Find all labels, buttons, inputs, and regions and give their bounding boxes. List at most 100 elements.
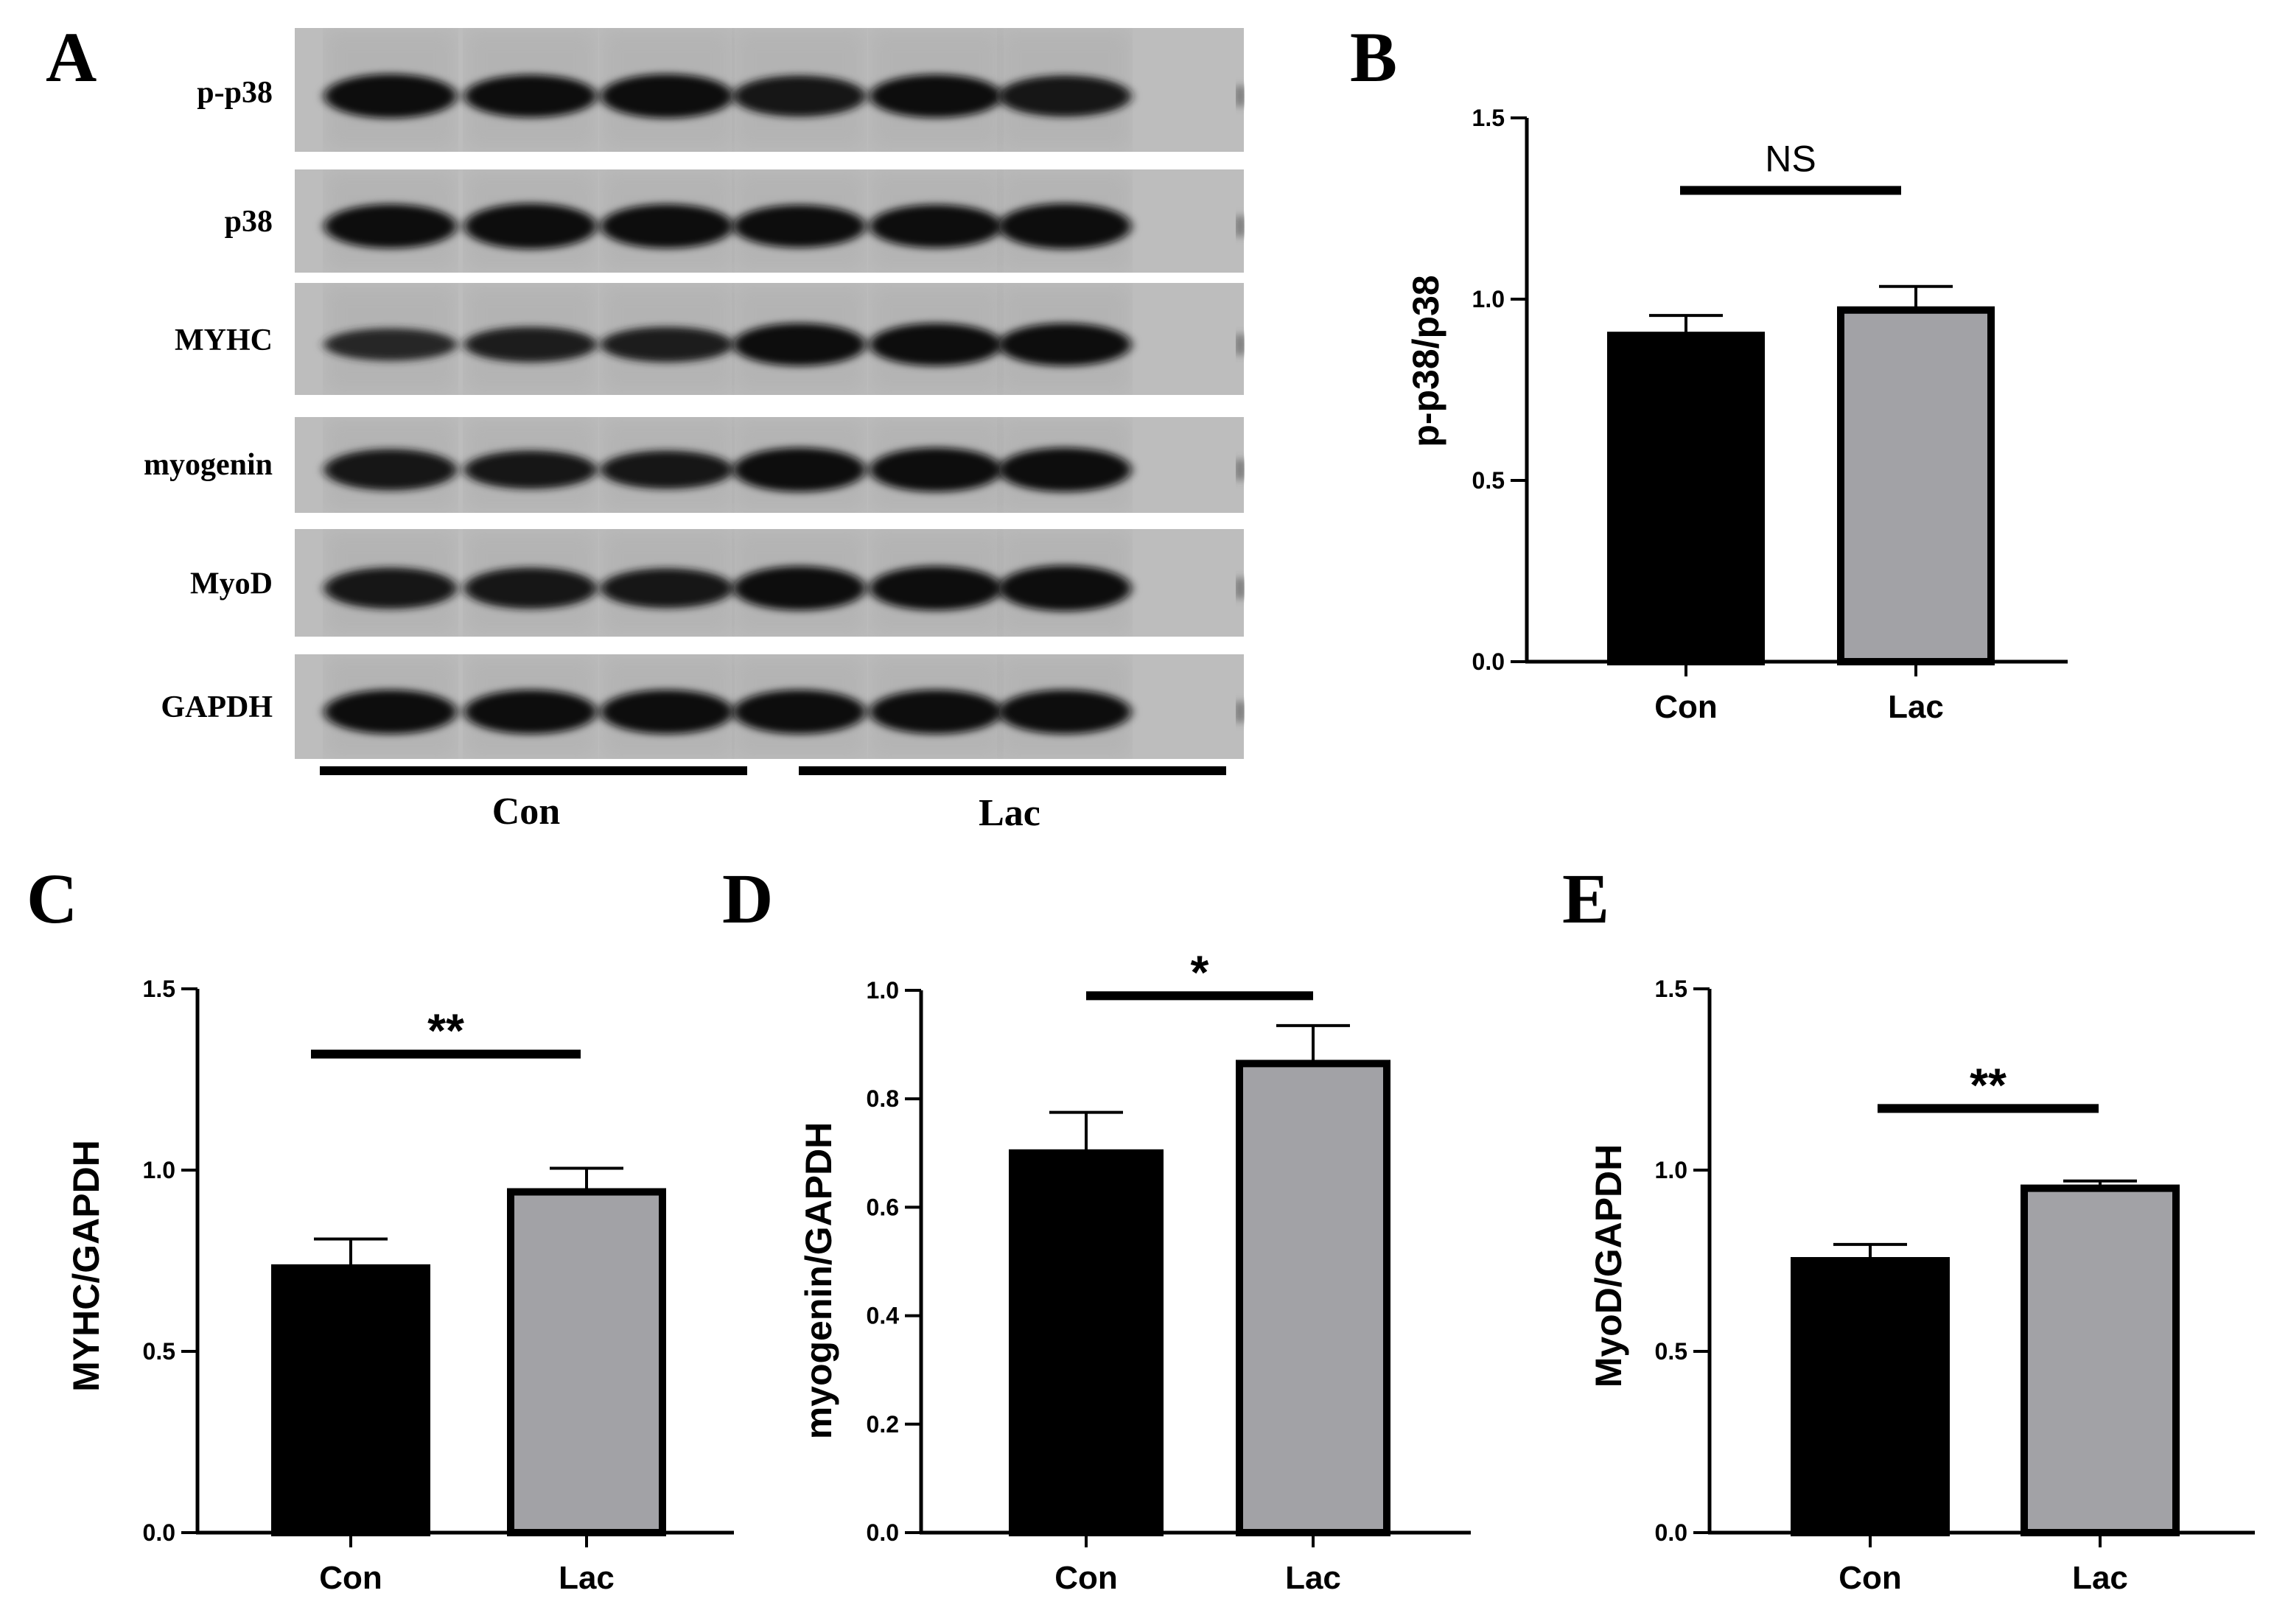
y-tick-label: 0.5	[143, 1338, 175, 1365]
blot-band	[601, 690, 733, 735]
blot-band	[733, 690, 866, 735]
y-tick-label: 0.0	[1655, 1519, 1687, 1546]
blot-row: MYHC	[175, 283, 1244, 395]
y-tick-label: 1.5	[1655, 976, 1687, 1002]
blot-band	[733, 447, 866, 492]
blot-band	[464, 567, 597, 609]
blot-row-label: GAPDH	[161, 690, 273, 724]
blot-row: p38	[225, 169, 1244, 273]
blot-band	[998, 690, 1131, 735]
blot-band	[998, 565, 1131, 612]
y-tick-label: 1.0	[1472, 286, 1505, 312]
bar-con	[271, 1264, 430, 1536]
blot-edge	[1236, 578, 1244, 599]
x-tick-label: Con	[1054, 1560, 1118, 1596]
bar-con	[1607, 332, 1765, 665]
y-tick-label: 0.2	[867, 1411, 899, 1438]
bar-chart-panel-d: 0.0 0.2 0.4 0.6 0.8 1.0 Con Lac * myogenin/GAPDH	[798, 945, 1471, 1596]
blot-band	[324, 690, 457, 735]
blot-band	[733, 205, 866, 248]
x-tick-label: Con	[1654, 689, 1718, 725]
western-blot: p-p38 p38 MYHC myogenin MyoD GAPDH Con Lac	[144, 28, 1244, 834]
blot-band	[464, 690, 597, 735]
x-tick-label: Lac	[559, 1560, 615, 1596]
group-bar-con	[320, 766, 747, 775]
y-tick-label: 1.5	[143, 976, 175, 1002]
y-axis-label: MyoD/GAPDH	[1588, 1144, 1629, 1388]
blot-band	[464, 74, 597, 118]
blot-band	[601, 450, 733, 489]
blot-row-label: myogenin	[144, 448, 273, 482]
blot-edge	[1236, 459, 1244, 480]
panel-letter-d: D	[722, 859, 773, 938]
bar-con	[1009, 1149, 1164, 1537]
x-tick-label: Con	[319, 1560, 382, 1596]
blot-edge	[1236, 334, 1244, 355]
panel-letter-c: C	[27, 859, 77, 938]
x-tick-label: Con	[1839, 1560, 1902, 1596]
blot-row: p-p38	[197, 28, 1244, 152]
blot-band	[601, 204, 733, 248]
blot-row: myogenin	[144, 417, 1244, 513]
y-tick-label: 1.0	[1655, 1157, 1687, 1183]
blot-row-label: p-p38	[197, 76, 273, 110]
blot-edge	[1236, 701, 1244, 723]
y-tick-label: 1.5	[1472, 105, 1505, 131]
group-label-con: Con	[492, 791, 561, 833]
y-tick-label: 0.0	[867, 1519, 899, 1546]
blot-band	[324, 567, 457, 609]
y-tick-label: 0.0	[1472, 648, 1505, 675]
blot-band	[601, 74, 733, 119]
y-axis-label: MYHC/GAPDH	[66, 1140, 107, 1392]
blot-band	[870, 74, 1002, 118]
group-bar-lac	[799, 766, 1226, 775]
y-tick-label: 0.5	[1472, 467, 1505, 494]
bar-lac	[507, 1188, 666, 1537]
y-axis-label: p-p38/p38	[1405, 275, 1446, 447]
x-tick-label: Lac	[1888, 689, 1944, 725]
bar-con	[1791, 1257, 1950, 1536]
blot-band	[324, 449, 457, 491]
bar-lac	[1236, 1060, 1390, 1536]
y-axis-label: myogenin/GAPDH	[798, 1122, 839, 1440]
blot-row: GAPDH	[161, 654, 1244, 759]
blot-band	[870, 690, 1002, 735]
blot-band	[998, 75, 1131, 117]
blot-row-label: MYHC	[175, 323, 273, 357]
bar-lac	[1837, 306, 1995, 665]
blot-band	[464, 450, 597, 489]
significance-label: **	[427, 1004, 464, 1057]
bar-chart-panel-b: 0.0 0.5 1.0 1.5 Con Lac NS p-p38/p38	[1405, 105, 2068, 725]
blot-edge	[1236, 85, 1244, 107]
blot-row: MyoD	[190, 529, 1244, 637]
bar-lac	[2021, 1184, 2180, 1536]
y-tick-label: 1.0	[867, 977, 899, 1004]
significance-label: NS	[1765, 138, 1816, 179]
y-tick-label: 0.0	[143, 1519, 175, 1546]
blot-band	[464, 203, 597, 249]
x-tick-label: Lac	[1285, 1560, 1341, 1596]
blot-band	[733, 323, 866, 366]
panel-letter-a: A	[46, 18, 97, 97]
blot-band	[998, 323, 1131, 366]
blot-band	[870, 323, 1002, 366]
significance-bar	[311, 1049, 581, 1059]
significance-bar	[1878, 1104, 2099, 1113]
blot-band	[998, 447, 1131, 492]
group-label-lac: Lac	[979, 792, 1040, 834]
bar-chart-panel-e: 0.0 0.5 1.0 1.5 Con Lac ** MyoD/GAPDH	[1588, 976, 2255, 1596]
x-tick-label: Lac	[2072, 1560, 2128, 1596]
panel-letter-e: E	[1562, 859, 1609, 938]
blot-band	[324, 328, 457, 361]
blot-band	[733, 566, 866, 611]
significance-bar	[1086, 991, 1313, 1001]
blot-row-label: MyoD	[190, 567, 273, 601]
significance-label: *	[1191, 945, 1209, 998]
significance-label: **	[1970, 1058, 2007, 1111]
blot-band	[324, 74, 457, 119]
bar-chart-panel-c: 0.0 0.5 1.0 1.5 Con Lac ** MYHC/GAPDH	[66, 976, 734, 1596]
blot-band	[324, 204, 457, 248]
blot-edge	[1236, 216, 1244, 237]
y-tick-label: 1.0	[143, 1157, 175, 1183]
blot-band	[733, 75, 866, 117]
